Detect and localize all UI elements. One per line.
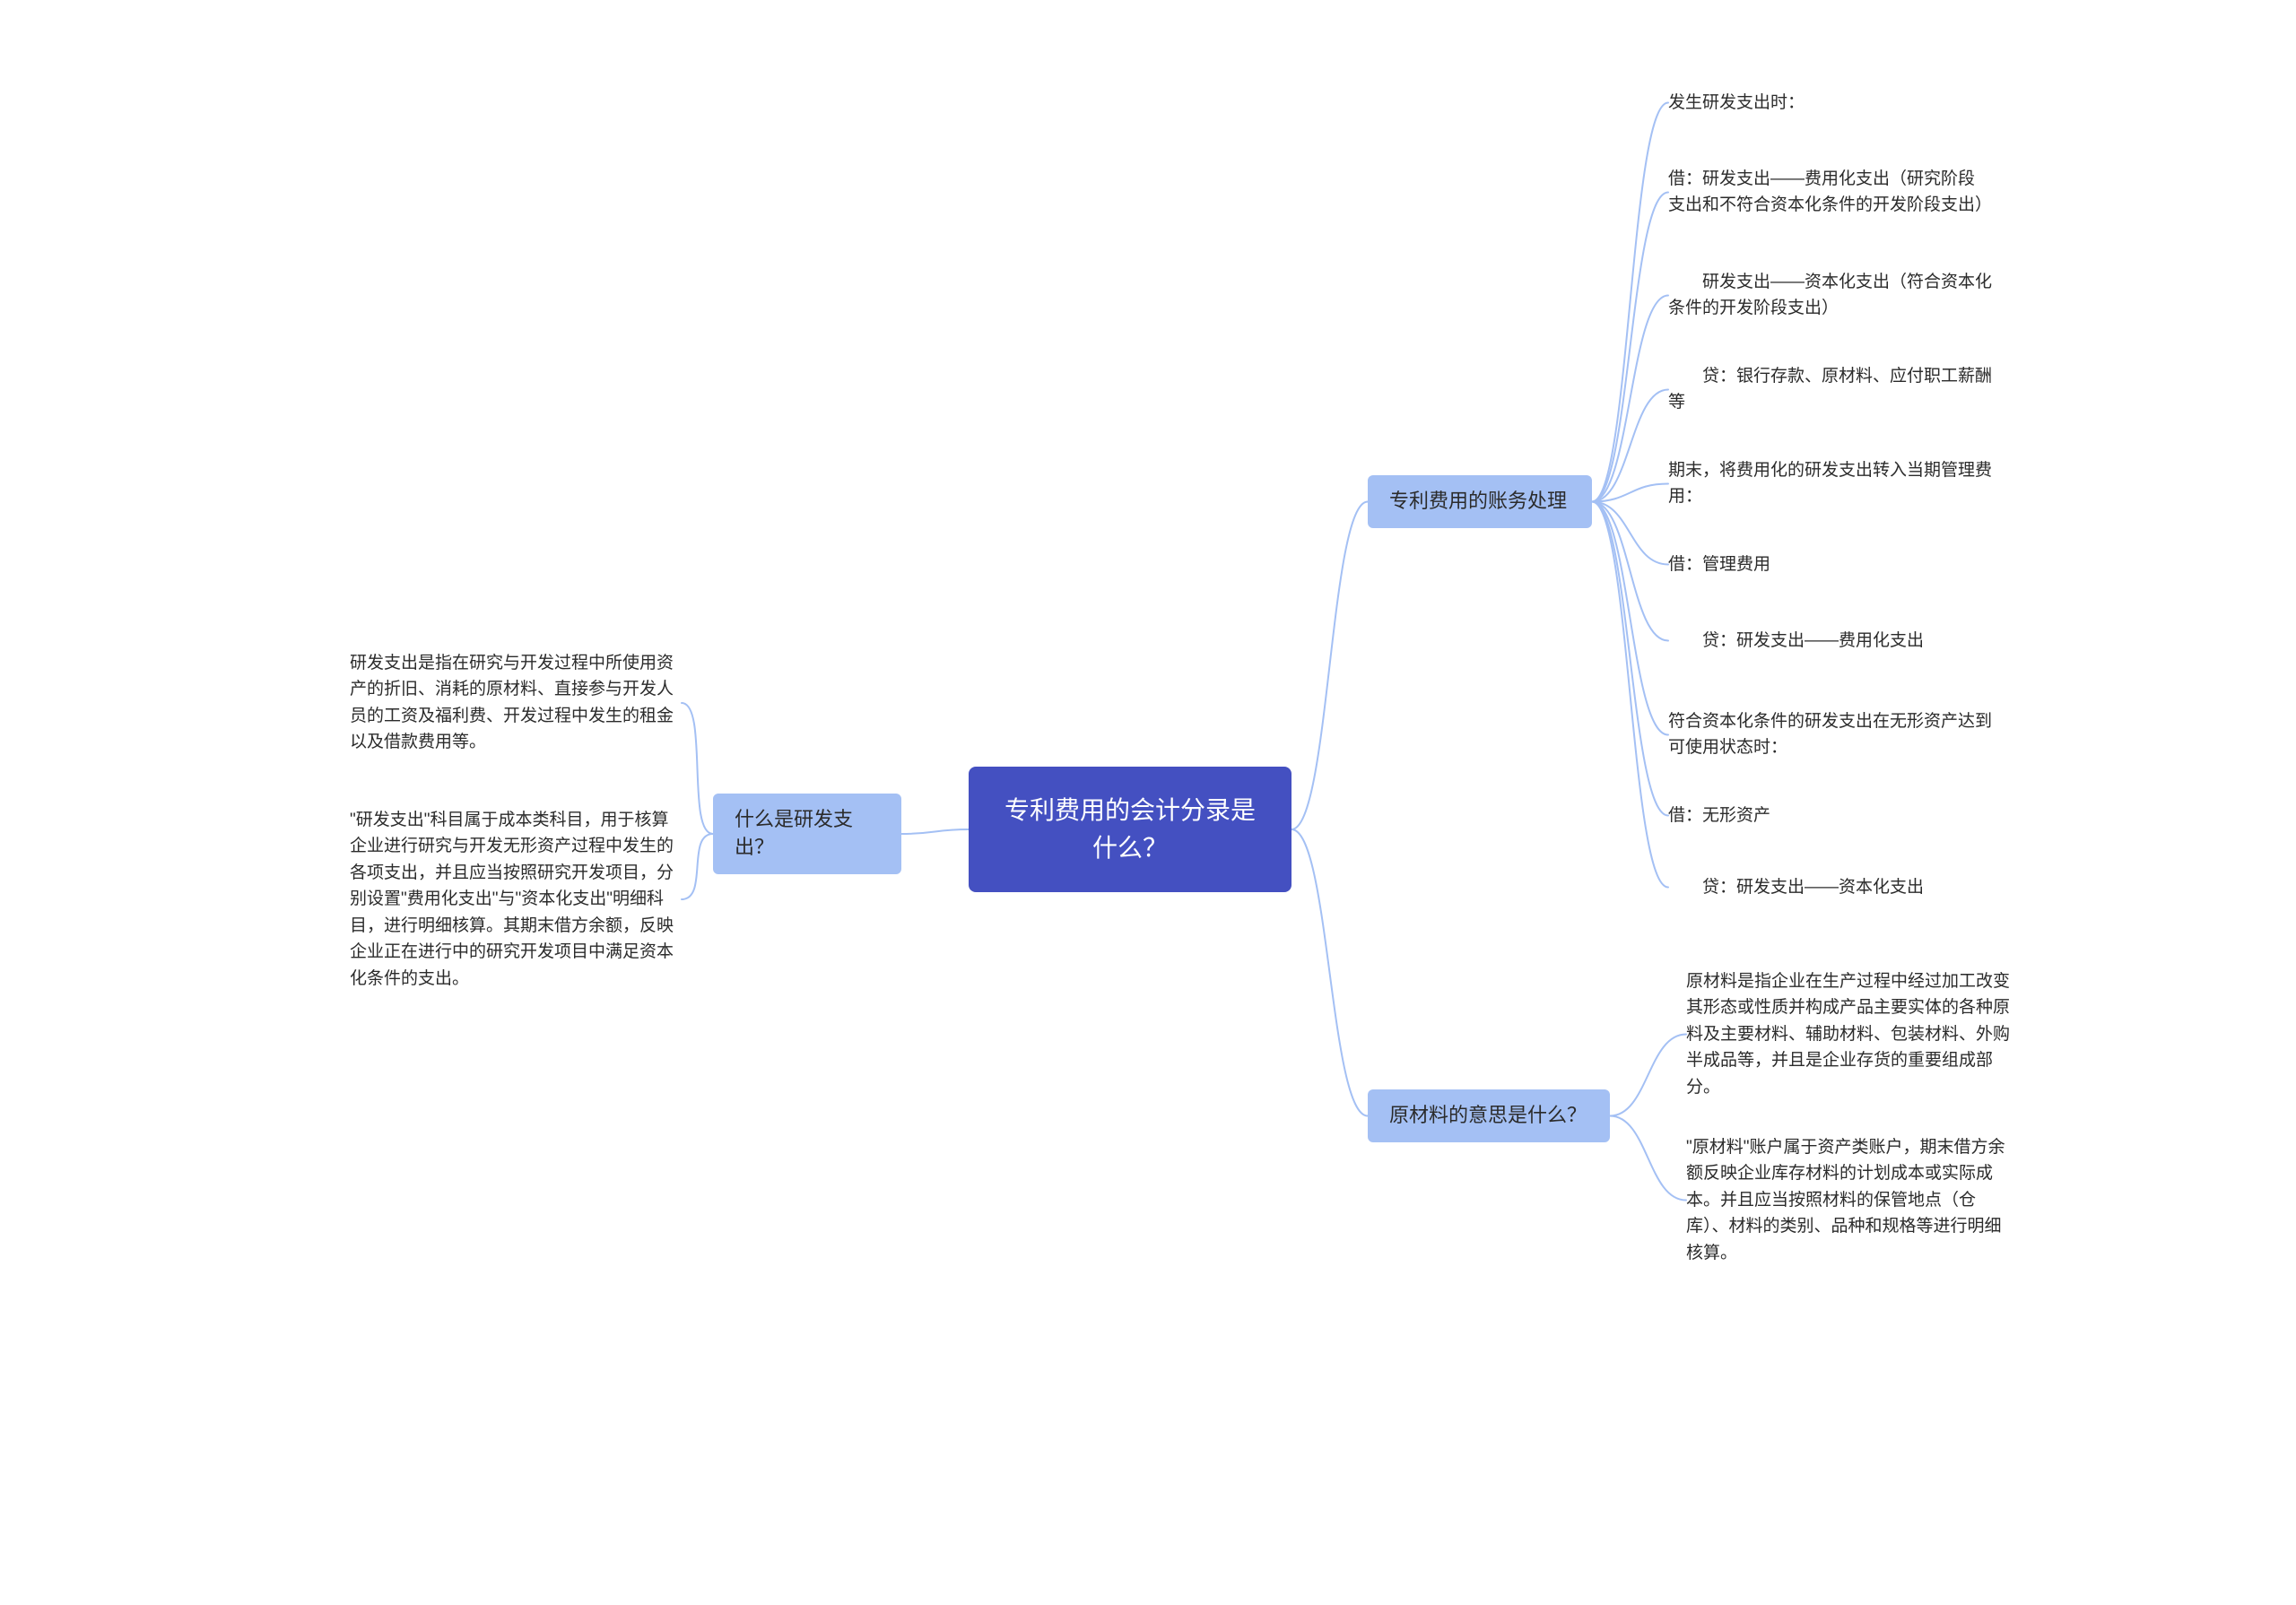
branch-left-rd-expense: 什么是研发支出？ [713,794,901,874]
root-label: 专利费用的会计分录是什么？ [1004,796,1256,862]
leaf-r1-3: 贷：银行存款、原材料、应付职工薪酬等 [1668,363,2000,416]
leaf-r1-2: 研发支出——资本化支出（符合资本化条件的开发阶段支出） [1668,269,2000,322]
leaf-r1-0: 发生研发支出时： [1668,90,1991,116]
branch-right-raw-material: 原材料的意思是什么？ [1368,1089,1610,1142]
leaf-r1-4: 期末，将费用化的研发支出转入当期管理费用： [1668,457,2000,510]
leaf-r1-9: 贷：研发支出——资本化支出 [1668,874,1991,900]
leaf-r2-1: "原材料"账户属于资产类账户，期末借方余额反映企业库存材料的计划成本或实际成本。… [1686,1134,2018,1266]
leaf-r1-1: 借：研发支出——费用化支出（研究阶段支出和不符合资本化条件的开发阶段支出） [1668,166,1991,219]
branch-right-patent-accounting: 专利费用的账务处理 [1368,475,1592,528]
root-node: 专利费用的会计分录是什么？ [969,767,1292,892]
branch-right-raw-material-label: 原材料的意思是什么？ [1389,1104,1587,1126]
leaf-r1-7: 符合资本化条件的研发支出在无形资产达到可使用状态时： [1668,708,2000,761]
leaf-r1-6: 贷：研发支出——费用化支出 [1668,628,1991,654]
leaf-r1-8: 借：无形资产 [1668,802,1991,829]
leaf-rd-expense-account: "研发支出"科目属于成本类科目，用于核算企业进行研究与开发无形资产过程中发生的各… [350,807,682,992]
branch-left-rd-expense-label: 什么是研发支出？ [735,808,853,858]
leaf-rd-expense-def: 研发支出是指在研究与开发过程中所使用资产的折旧、消耗的原材料、直接参与开发人员的… [350,650,682,756]
branch-right-patent-accounting-label: 专利费用的账务处理 [1389,490,1567,512]
leaf-r2-0: 原材料是指企业在生产过程中经过加工改变其形态或性质并构成产品主要实体的各种原料及… [1686,968,2018,1100]
leaf-r1-5: 借：管理费用 [1668,551,1991,577]
